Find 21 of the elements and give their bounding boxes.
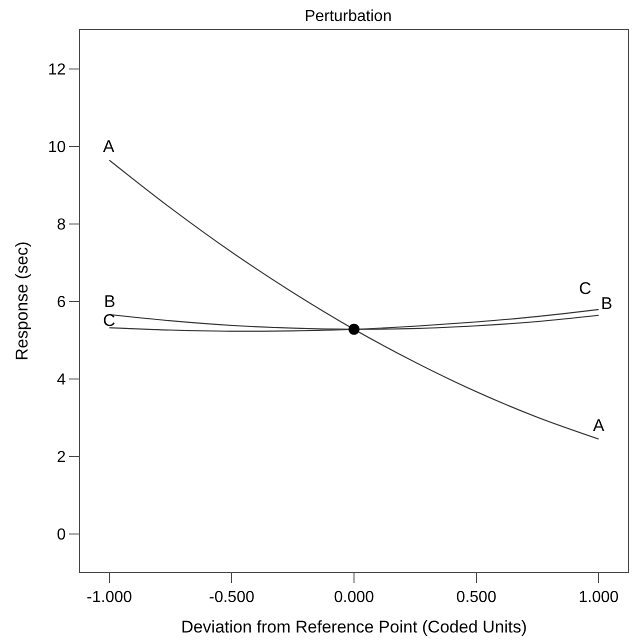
y-tick-label: 6: [56, 294, 66, 311]
y-tick-label: 0: [56, 526, 66, 544]
series-label: C: [103, 311, 116, 330]
series-label: A: [593, 416, 605, 435]
text: A: [103, 137, 114, 156]
x-tick-label: 0.500: [456, 589, 496, 606]
x-axis-title: Deviation from Reference Point (Coded Units): [181, 618, 527, 637]
text: B: [104, 292, 116, 311]
text: C: [579, 279, 592, 298]
x-tick-label: -0.500: [208, 589, 254, 606]
y-tick-label: 12: [48, 61, 66, 78]
y-tick-label: 2: [56, 449, 66, 466]
y-axis-title: Response (sec): [12, 241, 32, 361]
y-tick-label: 8: [56, 216, 66, 234]
y-tick-label: 4: [56, 372, 66, 389]
y-tick-label: 10: [48, 138, 66, 156]
x-tick-label: 0.000: [334, 589, 374, 606]
chart-title: Perturbation: [304, 8, 392, 25]
x-tick-label: -1.000: [86, 589, 132, 606]
series-label: B: [601, 294, 612, 313]
x-tick-label: 1.000: [578, 589, 619, 606]
